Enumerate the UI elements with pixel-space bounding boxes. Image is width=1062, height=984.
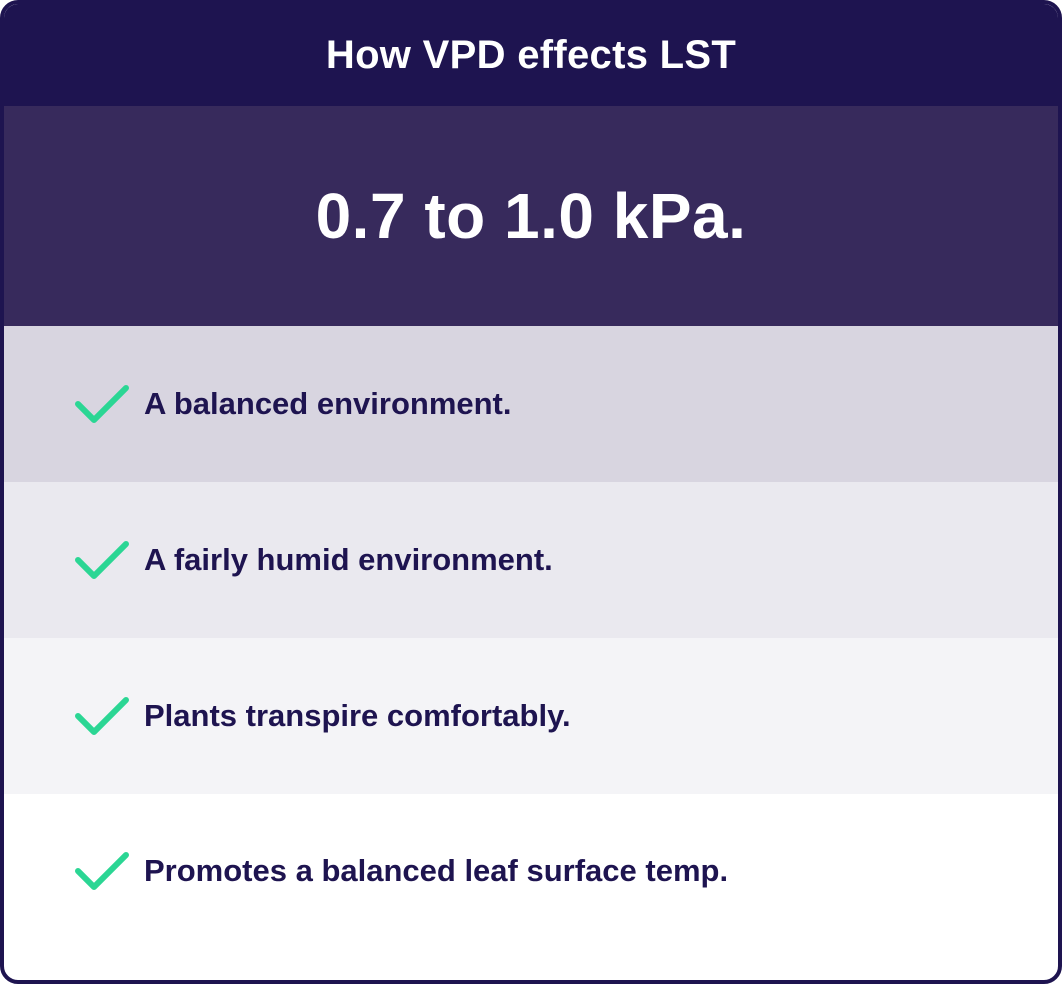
check-icon: [74, 694, 130, 738]
check-icon: [74, 849, 130, 893]
vpd-range-value: 0.7 to 1.0 kPa.: [4, 106, 1058, 326]
list-item: A fairly humid environment.: [4, 482, 1058, 638]
list-item-label: A fairly humid environment.: [144, 542, 553, 577]
list-item: Plants transpire comfortably.: [4, 638, 1058, 794]
card-title: How VPD effects LST: [4, 4, 1058, 106]
list-item: Promotes a balanced leaf surface temp.: [4, 794, 1058, 948]
list-item-label: Plants transpire comfortably.: [144, 698, 571, 733]
list-item-label: Promotes a balanced leaf surface temp.: [144, 853, 729, 888]
list-item-label: A balanced environment.: [144, 386, 512, 421]
check-icon: [74, 538, 130, 582]
list-item: A balanced environment.: [4, 326, 1058, 482]
check-icon: [74, 382, 130, 426]
